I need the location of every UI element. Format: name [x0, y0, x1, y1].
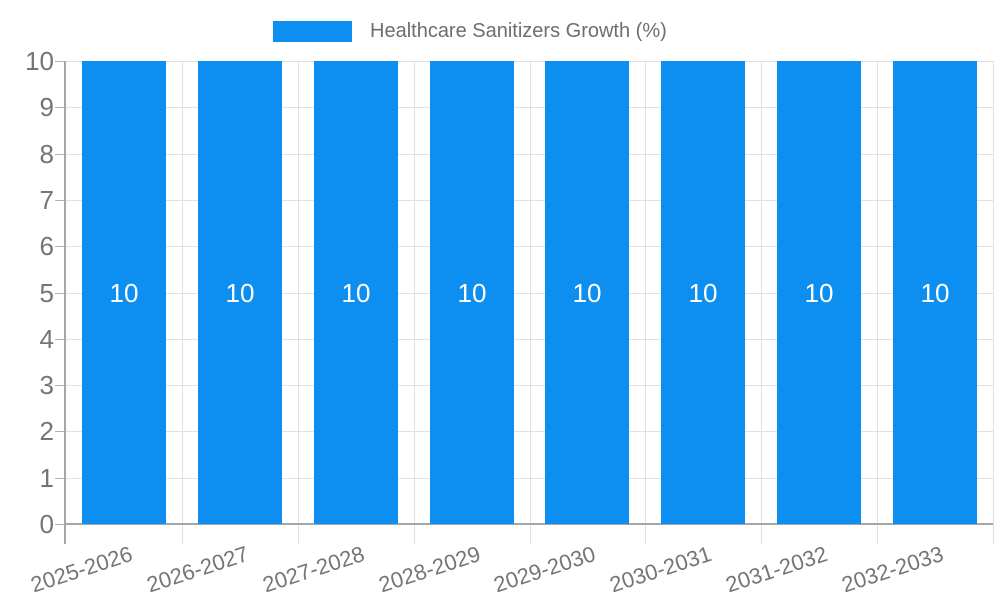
y-axis-label: 0: [39, 509, 54, 539]
y-axis-tick: [55, 61, 66, 62]
y-axis-label: 2: [39, 416, 54, 446]
y-axis-tick: [55, 478, 66, 479]
bar[interactable]: 10: [777, 61, 861, 524]
x-gridline: [182, 61, 183, 544]
x-gridline: [993, 61, 994, 544]
y-axis-label: 7: [39, 185, 54, 215]
y-gridline: [66, 61, 993, 62]
bar[interactable]: 10: [82, 61, 166, 524]
bar[interactable]: 10: [314, 61, 398, 524]
bar-value-label: 10: [920, 277, 950, 308]
y-axis-line: [64, 61, 66, 544]
bar-value-label: 10: [457, 277, 487, 308]
bar[interactable]: 10: [661, 61, 745, 524]
bar[interactable]: 10: [893, 61, 977, 524]
x-axis-baseline: [66, 523, 993, 525]
x-gridline: [645, 61, 646, 544]
y-axis-tick: [55, 154, 66, 155]
x-gridline: [530, 61, 531, 544]
y-gridline: [66, 107, 993, 108]
y-axis-tick: [55, 524, 66, 525]
y-gridline: [66, 431, 993, 432]
y-gridline: [66, 385, 993, 386]
y-axis-tick: [55, 107, 66, 108]
x-gridline: [298, 61, 299, 544]
bar-value-label: 10: [109, 277, 139, 308]
y-axis-label: 10: [25, 46, 54, 76]
y-axis-label: 6: [39, 231, 54, 261]
y-gridline: [66, 293, 993, 294]
y-axis-tick: [55, 385, 66, 386]
y-gridline: [66, 200, 993, 201]
y-axis-label: 9: [39, 92, 54, 122]
x-gridline: [877, 61, 878, 544]
y-axis-label: 5: [39, 278, 54, 308]
y-axis-tick: [55, 200, 66, 201]
bar[interactable]: 10: [545, 61, 629, 524]
legend-title: Healthcare Sanitizers Growth (%): [370, 20, 667, 42]
y-gridline: [66, 246, 993, 247]
y-gridline: [66, 339, 993, 340]
bar[interactable]: 10: [430, 61, 514, 524]
x-gridline: [761, 61, 762, 544]
y-axis-tick: [55, 431, 66, 432]
y-gridline: [66, 478, 993, 479]
bar-value-label: 10: [225, 277, 255, 308]
bar-value-label: 10: [572, 277, 602, 308]
y-axis-label: 4: [39, 324, 54, 354]
x-gridline: [414, 61, 415, 544]
y-axis-tick: [55, 293, 66, 294]
bar-value-label: 10: [804, 277, 834, 308]
legend-swatch: [273, 21, 352, 42]
bar[interactable]: 10: [198, 61, 282, 524]
y-axis-tick: [55, 246, 66, 247]
bar-value-label: 10: [341, 277, 371, 308]
legend: Healthcare Sanitizers Growth (%): [273, 21, 667, 42]
y-axis-label: 8: [39, 139, 54, 169]
bar-value-label: 10: [688, 277, 718, 308]
y-axis-label: 1: [39, 463, 54, 493]
y-gridline: [66, 154, 993, 155]
y-axis-label: 3: [39, 370, 54, 400]
y-axis-tick: [55, 339, 66, 340]
